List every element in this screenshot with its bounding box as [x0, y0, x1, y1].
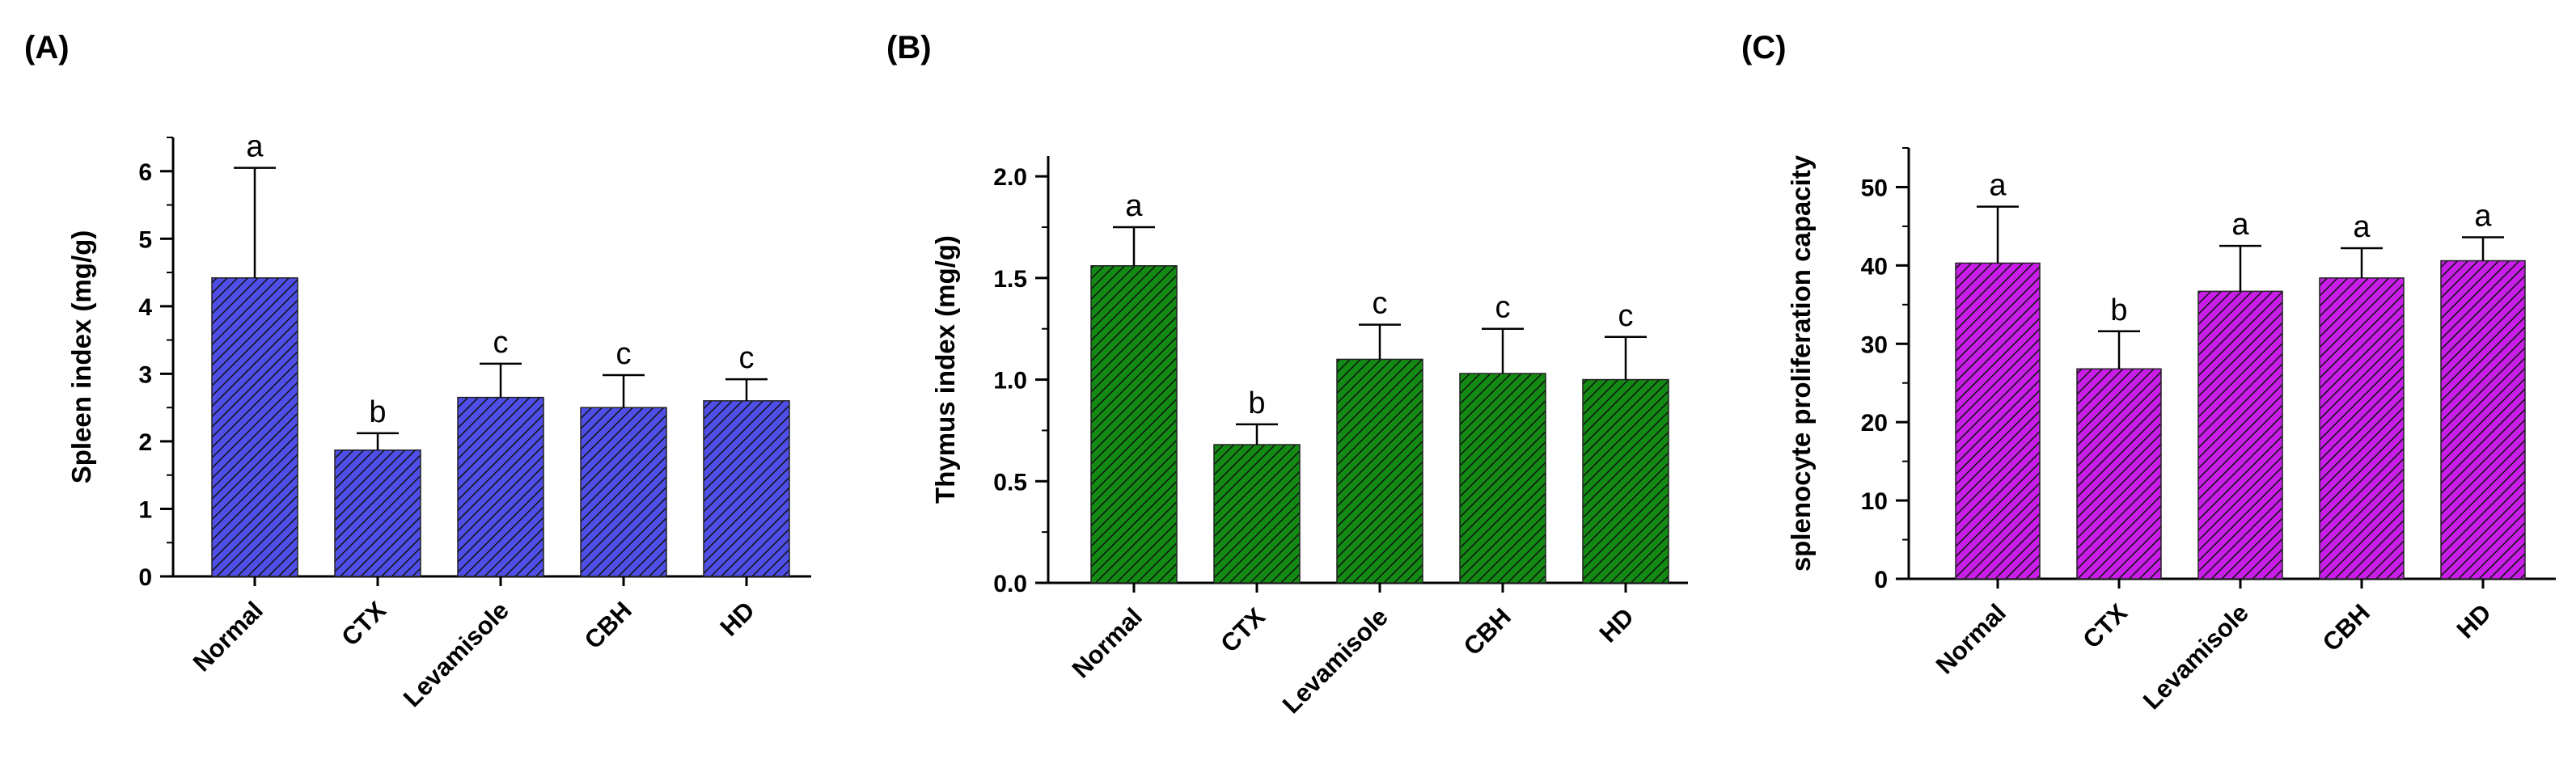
significance-letter: c: [739, 341, 755, 375]
bar-hd: [703, 400, 790, 577]
y-tick-label: 40: [1861, 253, 1888, 280]
x-tick-label-normal: Normal: [1931, 598, 2011, 679]
bar-hd: [1582, 378, 1669, 584]
chart-panel-1: (A) Spleen index (mg/g) 0 1 2 3 4 5 6 a Normal b CTX…: [24, 30, 811, 712]
significance-letter: c: [493, 326, 509, 360]
significance-letter: a: [2353, 210, 2371, 244]
chart-panel-3: (C) splenocyte proliferation capacity 0 10 2…: [1741, 30, 2556, 715]
y-tick-label: 2: [138, 429, 152, 456]
significance-letter: c: [1373, 287, 1388, 321]
y-tick-label: 50: [1861, 175, 1888, 201]
bar-cbh: [1459, 373, 1546, 584]
chart-panel-2: (B) Thymus index (mg/g) 0.0 0.5 1.0 1.5 2.0 a No…: [886, 30, 1688, 719]
panel-label: (C): [1741, 30, 1787, 65]
bar-ctx: [2076, 368, 2162, 580]
significance-letter: a: [246, 130, 264, 164]
significance-letter: c: [616, 337, 632, 371]
significance-letter: c: [1618, 299, 1634, 333]
bar-levamisole: [1336, 358, 1423, 584]
panel-label: (B): [886, 30, 932, 65]
bar-normal: [1090, 265, 1178, 584]
x-tick-label-ctx: CTX: [1215, 602, 1271, 658]
y-tick-label: 0.0: [993, 571, 1027, 597]
bar-ctx: [334, 449, 421, 577]
y-tick-label: 0: [1874, 567, 1888, 593]
x-tick-label-cbh: CBH: [579, 596, 637, 654]
bar-hd: [2440, 260, 2526, 580]
bar-cbh: [580, 407, 667, 577]
bar-normal: [211, 277, 298, 577]
bar-levamisole: [457, 396, 544, 577]
x-tick-label-cbh: CBH: [1458, 602, 1516, 660]
y-axis-title: splenocyte proliferation capacity: [1786, 154, 1816, 572]
bar-ctx: [1213, 444, 1301, 584]
y-tick-label: 30: [1861, 331, 1888, 358]
significance-letter: b: [369, 395, 386, 429]
significance-letter: c: [1495, 291, 1511, 325]
y-tick-label: 0.5: [993, 469, 1027, 496]
bar-levamisole: [2197, 290, 2283, 580]
significance-letter: a: [1989, 169, 2007, 203]
y-tick-label: 10: [1861, 488, 1888, 515]
significance-letter: a: [2231, 208, 2249, 242]
x-tick-label-ctx: CTX: [336, 596, 391, 652]
y-tick-label: 1: [138, 496, 152, 523]
y-tick-label: 4: [138, 294, 152, 321]
x-tick-label-cbh: CBH: [2317, 598, 2375, 656]
x-tick-label-hd: HD: [2451, 598, 2497, 644]
significance-letter: a: [2474, 199, 2492, 233]
bar-cbh: [2319, 277, 2405, 580]
x-tick-label-levamisole: Levamisole: [2138, 598, 2254, 715]
y-tick-label: 1.0: [993, 368, 1027, 395]
y-tick-label: 2.0: [993, 164, 1027, 191]
x-tick-label-hd: HD: [715, 596, 760, 641]
significance-letter: b: [2110, 293, 2127, 327]
y-axis-title: Spleen index (mg/g): [66, 230, 96, 484]
x-tick-label-levamisole: Levamisole: [1277, 602, 1394, 719]
x-tick-label-normal: Normal: [1067, 602, 1148, 683]
y-tick-label: 20: [1861, 410, 1888, 437]
y-tick-label: 6: [138, 159, 152, 186]
significance-letter: a: [1125, 189, 1143, 223]
y-tick-label: 5: [138, 226, 152, 253]
significance-letter: b: [1248, 386, 1265, 420]
x-tick-label-ctx: CTX: [2077, 598, 2133, 654]
x-tick-label-normal: Normal: [188, 596, 269, 677]
y-tick-label: 3: [138, 361, 152, 388]
x-tick-label-hd: HD: [1594, 602, 1639, 648]
y-tick-label: 0: [138, 564, 152, 591]
panel-label: (A): [24, 30, 70, 65]
x-tick-label-levamisole: Levamisole: [398, 596, 514, 712]
y-tick-label: 1.5: [993, 266, 1027, 293]
y-axis-title: Thymus index (mg/g): [930, 235, 960, 504]
bar-normal: [1955, 262, 2041, 580]
